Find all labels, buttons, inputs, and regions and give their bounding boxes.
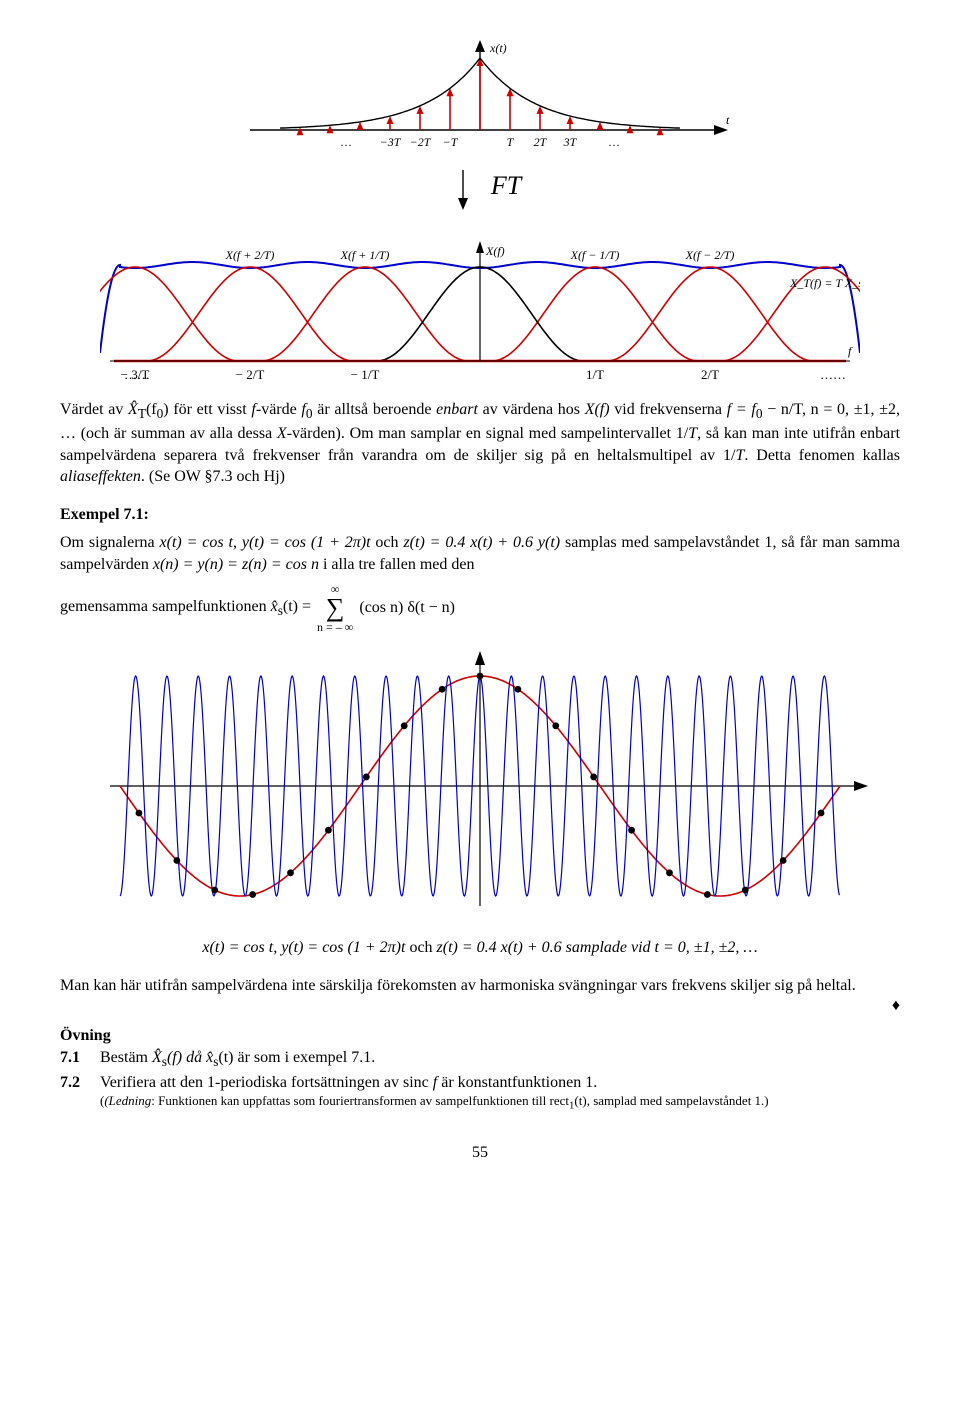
- svg-text:…: …: [608, 135, 620, 149]
- svg-text:X_T(f) = T X_s(f): X_T(f) = T X_s(f): [789, 276, 860, 290]
- ft-arrow: [433, 166, 493, 212]
- svg-text:f: f: [848, 344, 853, 358]
- paragraph-alias-explanation: Värdet av X̂T(f0) för ett visst f-värde …: [60, 399, 900, 488]
- ft-label: FT: [491, 171, 521, 200]
- figure3-caption: x(t) = cos t, y(t) = cos (1 + 2π)t och z…: [60, 939, 900, 957]
- svg-text:2T: 2T: [534, 135, 548, 149]
- svg-text:−2T: −2T: [410, 135, 432, 149]
- svg-text:t: t: [726, 113, 730, 127]
- svg-text:X(f + 1/T): X(f + 1/T): [340, 248, 390, 262]
- svg-text:1/T: 1/T: [586, 367, 604, 382]
- svg-text:x(t): x(t): [489, 41, 507, 55]
- figure-aliasing-waves: [80, 641, 880, 931]
- paragraph-example-body: Om signalerna x(t) = cos t, y(t) = cos (…: [60, 532, 900, 575]
- svg-text:−3T: −3T: [380, 135, 402, 149]
- paragraph-conclusion: Man kan här utifrån sampelvärdena inte s…: [60, 975, 900, 997]
- svg-text:X(f − 2/T): X(f − 2/T): [685, 248, 735, 262]
- svg-text:− 1/T: − 1/T: [351, 367, 380, 382]
- example-heading: Exempel 7.1:: [60, 506, 900, 524]
- svg-text:− 2/T: − 2/T: [236, 367, 265, 382]
- exercise-7-2: 7.2 Verifiera att den 1-periodiska forts…: [60, 1074, 900, 1112]
- svg-text:X(f − 1/T): X(f − 1/T): [570, 248, 620, 262]
- end-diamond: ♦: [60, 997, 900, 1015]
- svg-text:2/T: 2/T: [701, 367, 719, 382]
- svg-text:…: …: [340, 135, 352, 149]
- svg-text:−T: −T: [443, 135, 459, 149]
- svg-text:T: T: [507, 135, 515, 149]
- figure-time-domain: −3T −2T −T T 2T 3T … … x(t) t: [220, 40, 740, 160]
- paragraph-sample-function: gemensamma sampelfunktionen x̂s(t) = ∞ ∑…: [60, 583, 900, 633]
- figure-frequency-domain: X(f + 2/T) X(f + 1/T) X(f) X(f − 1/T) X(f − …: [100, 221, 860, 391]
- svg-text:……: ……: [820, 367, 846, 382]
- exercises-heading: Övning: [60, 1027, 900, 1045]
- exercise-7-1: 7.1 Bestäm X̂s(f) då x̂s(t) är som i exe…: [60, 1049, 900, 1070]
- page-number: 55: [60, 1144, 900, 1162]
- svg-text:X(f + 2/T): X(f + 2/T): [225, 248, 275, 262]
- svg-text:X(f): X(f): [485, 244, 505, 258]
- svg-text:……: ……: [124, 367, 150, 382]
- svg-text:3T: 3T: [563, 135, 578, 149]
